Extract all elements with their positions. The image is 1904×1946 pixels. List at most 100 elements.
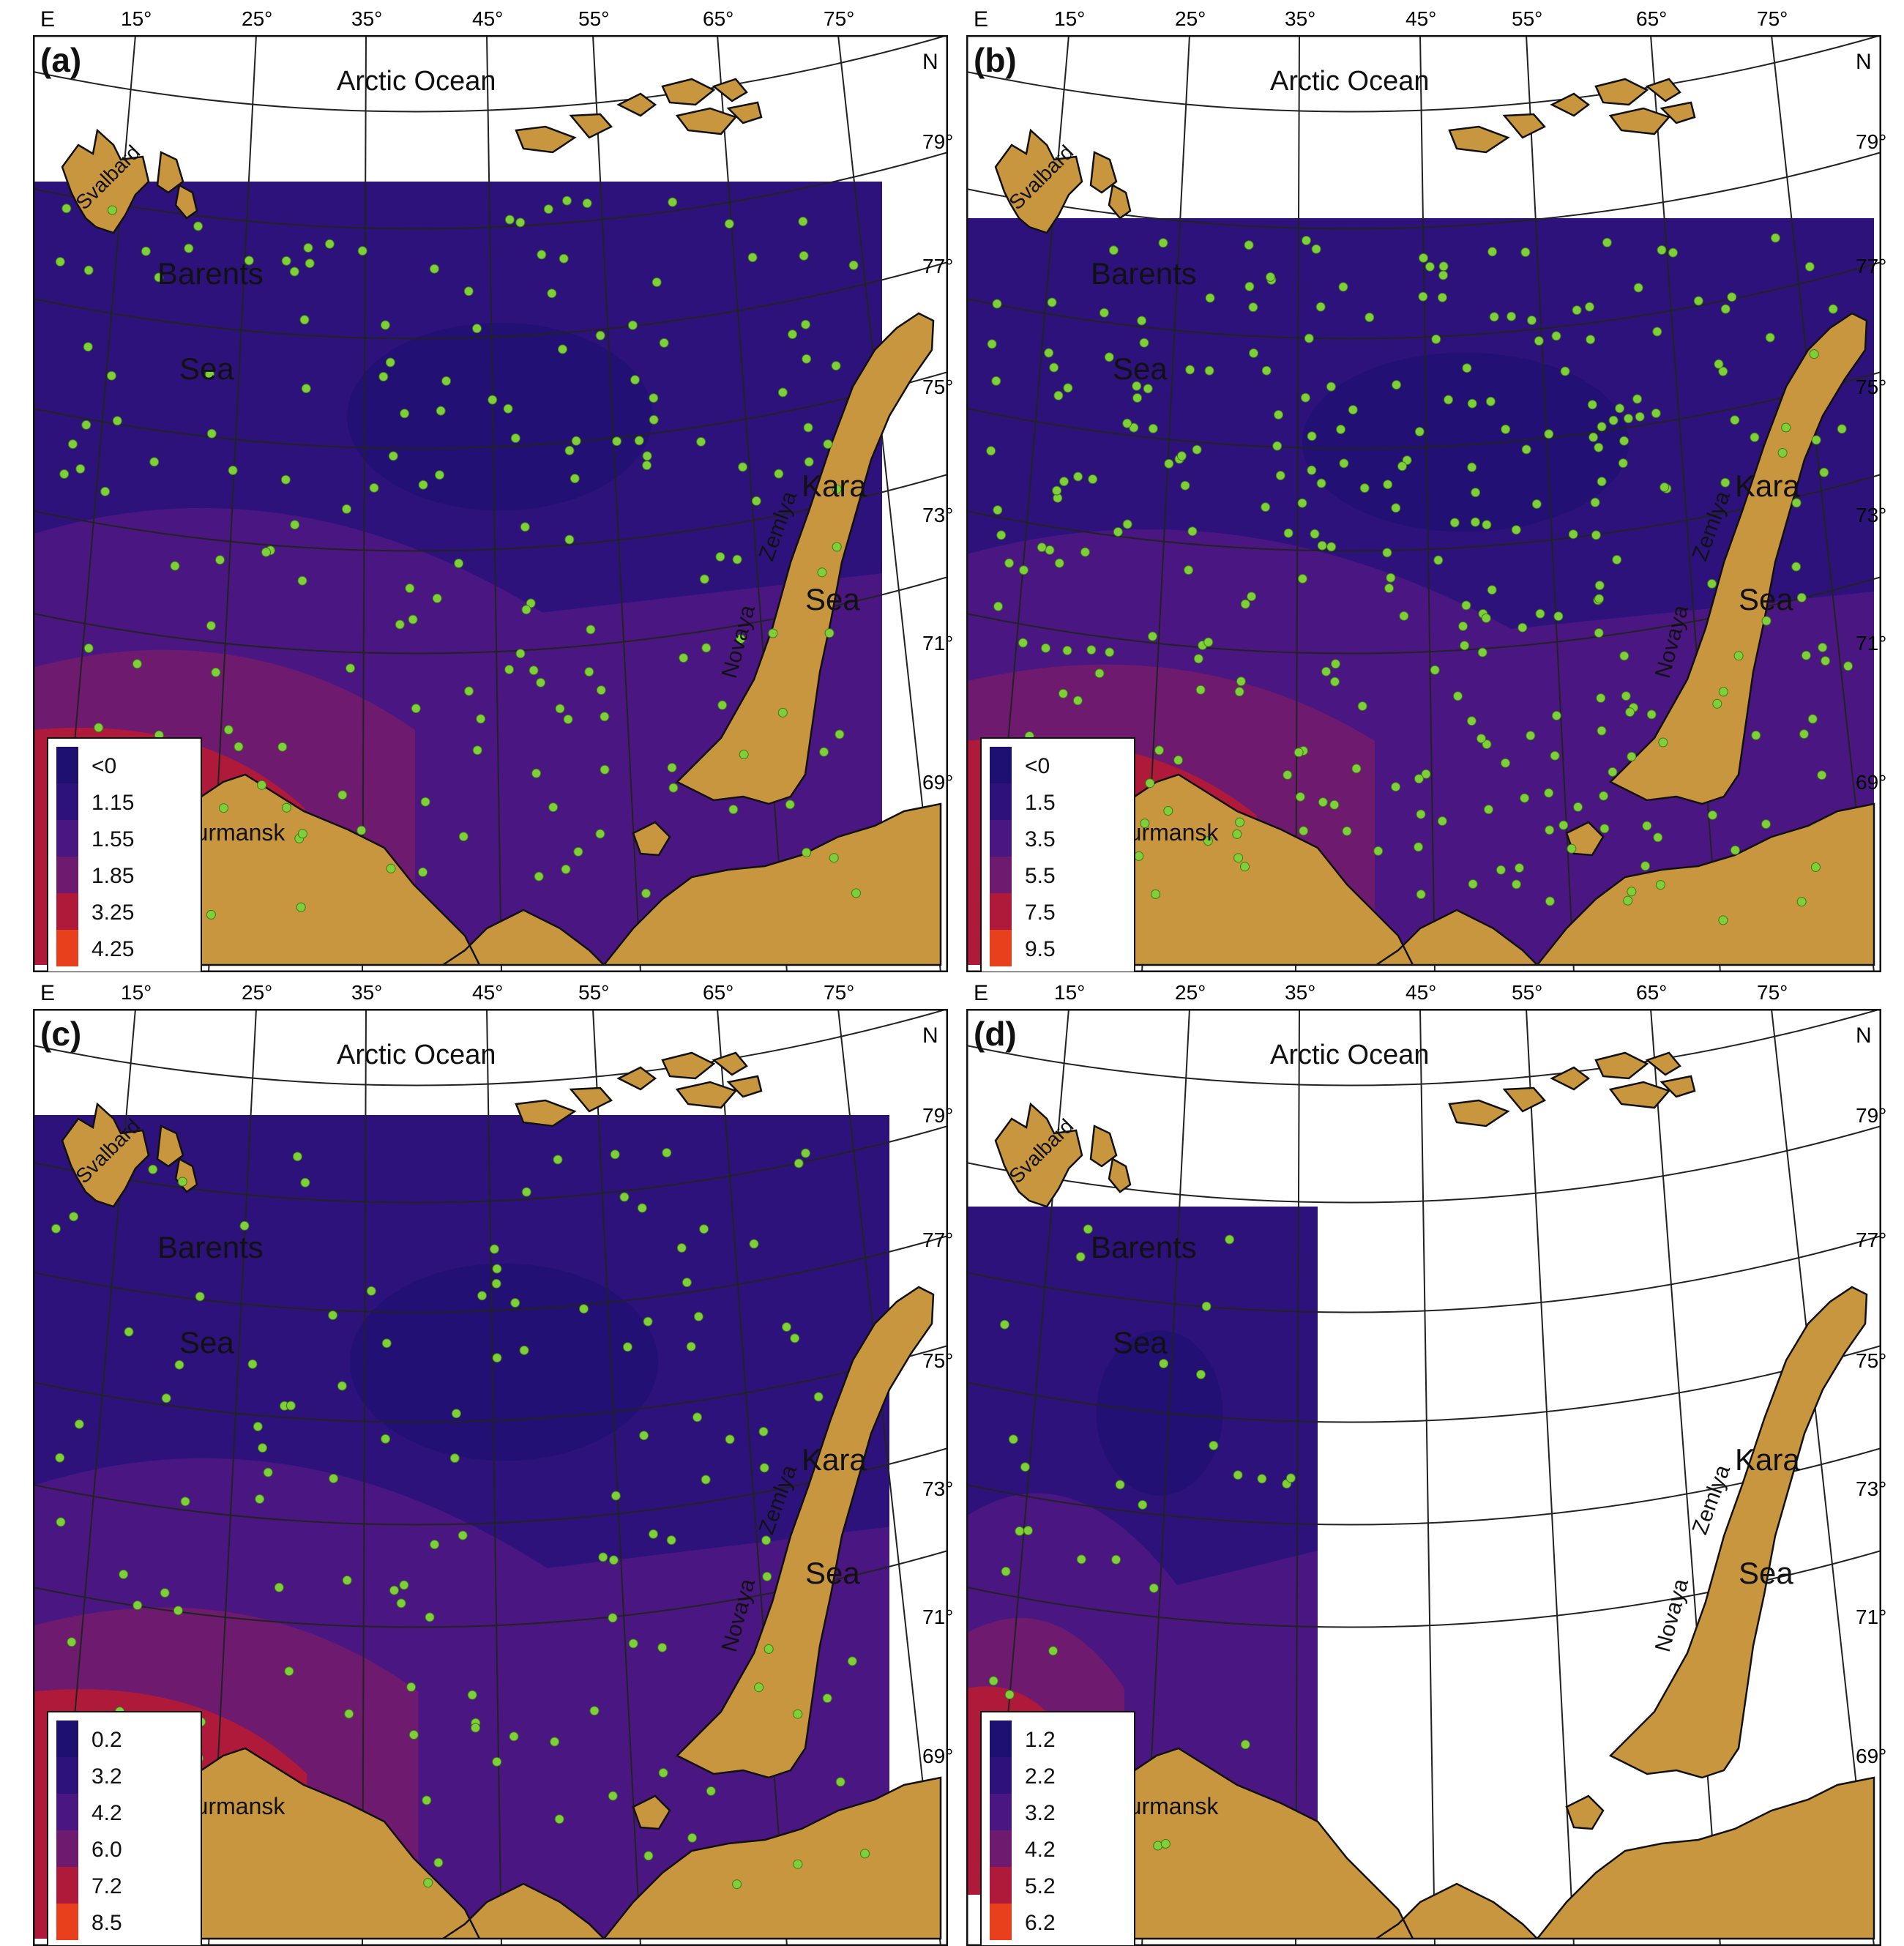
- sample-point: [173, 1606, 183, 1616]
- sample-point: [1462, 363, 1472, 373]
- sample-point: [788, 329, 797, 340]
- sample-point: [274, 1582, 284, 1592]
- legend-entry: 1.15: [92, 791, 134, 815]
- panel-label: (a): [40, 41, 81, 79]
- sample-point: [1646, 709, 1657, 720]
- sample-point: [1545, 825, 1555, 835]
- sample-point: [1004, 1690, 1015, 1700]
- meridian-line: [1295, 1009, 1300, 1946]
- sample-point: [521, 1187, 531, 1197]
- land-polygon: [61, 128, 150, 234]
- sample-point: [1310, 529, 1320, 539]
- barents-label: Barents: [157, 256, 264, 291]
- sample-point: [1545, 896, 1555, 906]
- sample-point: [1437, 816, 1447, 826]
- sample-point: [1326, 381, 1336, 392]
- sample-point: [1008, 1434, 1018, 1444]
- sample-point: [554, 1814, 564, 1824]
- sample-point: [774, 469, 784, 479]
- legend-swatch: [56, 1757, 78, 1794]
- sample-point: [992, 299, 1002, 309]
- sample-point: [418, 480, 428, 490]
- meridian-line: [1526, 1009, 1575, 1946]
- sample-point: [149, 457, 160, 467]
- sample-point: [1811, 435, 1821, 445]
- sample-point: [1619, 651, 1629, 661]
- legend-entry: 4.2: [92, 1801, 122, 1825]
- sample-point: [406, 1682, 417, 1692]
- sample-point: [754, 1682, 764, 1693]
- sample-point: [297, 829, 307, 839]
- meridian-line: [592, 35, 641, 972]
- sample-point: [819, 747, 829, 757]
- sample-point: [378, 372, 389, 381]
- sample-point: [464, 686, 474, 696]
- sample-point: [1382, 548, 1392, 558]
- meridian-line: [717, 1009, 788, 1946]
- land-polygon: [1448, 1051, 1696, 1127]
- sample-point: [258, 1443, 268, 1453]
- sample-point: [548, 802, 559, 813]
- legend-entry: 7.5: [1025, 901, 1056, 925]
- land-polygon: [1104, 1747, 1875, 1940]
- sample-point: [1285, 1473, 1296, 1483]
- sample-point: [628, 1639, 638, 1649]
- sample-point: [531, 768, 542, 778]
- sample-point: [366, 1286, 376, 1296]
- sample-point: [1821, 656, 1831, 666]
- sample-point: [1083, 1224, 1093, 1234]
- barents-label: Barents: [157, 1230, 264, 1264]
- sample-point: [1187, 526, 1198, 537]
- sample-point: [1599, 791, 1609, 801]
- sample-point: [1796, 897, 1807, 907]
- sample-point: [1608, 415, 1619, 425]
- longitude-tick-label: 75°: [1757, 981, 1788, 1004]
- sample-point: [637, 1203, 647, 1213]
- sample-point: [1148, 423, 1158, 433]
- sample-point: [1594, 581, 1605, 591]
- sample-point: [228, 466, 238, 475]
- legend-entry: 6.2: [1025, 1911, 1056, 1935]
- sample-point: [1113, 527, 1123, 537]
- sample-point: [658, 1768, 668, 1778]
- sample-point: [999, 1319, 1009, 1330]
- sample-point: [1668, 247, 1678, 258]
- sample-point: [492, 1756, 502, 1767]
- sample-point: [1585, 302, 1594, 312]
- sample-point: [504, 665, 515, 674]
- sample-point: [725, 1434, 735, 1444]
- sample-point: [1761, 616, 1772, 626]
- sample-point: [639, 1431, 649, 1441]
- legend-swatch: [56, 930, 78, 966]
- sample-point: [1364, 313, 1375, 322]
- sample-point: [1720, 477, 1731, 488]
- sample-point: [1235, 817, 1245, 827]
- sample-point: [1658, 737, 1668, 748]
- sample-point: [433, 1857, 444, 1868]
- sample-point: [649, 1529, 658, 1539]
- sample-point: [586, 625, 596, 635]
- sample-point: [739, 750, 749, 759]
- sample-point: [515, 649, 526, 659]
- sample-point: [420, 797, 430, 807]
- sample-point: [1573, 802, 1583, 812]
- sample-point: [1720, 304, 1731, 314]
- latitude-line: [966, 261, 1881, 340]
- map-frame: [33, 35, 948, 972]
- land-polygon: [171, 1747, 942, 1940]
- meridian-line: [1526, 35, 1575, 972]
- sample-point: [1283, 528, 1293, 538]
- sample-point: [1751, 730, 1761, 740]
- sample-point: [801, 319, 810, 329]
- sample-point: [1597, 726, 1607, 736]
- sample-point: [692, 1412, 702, 1423]
- sea-label: Sea: [1113, 1325, 1168, 1360]
- sample-point: [847, 1656, 857, 1666]
- legend-swatch: [56, 893, 78, 930]
- longitude-tick-label: 25°: [242, 7, 273, 30]
- longitude-tick-label: 25°: [1175, 981, 1206, 1004]
- sample-point: [1272, 441, 1283, 451]
- sample-point: [504, 215, 515, 225]
- sample-point: [1657, 245, 1667, 255]
- sample-point: [451, 1409, 461, 1419]
